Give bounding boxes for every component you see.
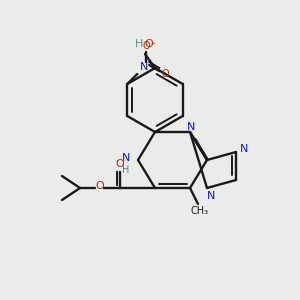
Text: ⁻: ⁻ [151, 41, 156, 51]
Text: O: O [96, 181, 104, 191]
Text: O: O [161, 69, 169, 79]
Text: N: N [207, 191, 215, 201]
Text: H: H [135, 39, 143, 49]
Text: CH₃: CH₃ [191, 206, 209, 216]
Text: N: N [187, 122, 195, 132]
Text: O: O [116, 159, 124, 169]
Text: O: O [142, 41, 150, 51]
Text: O: O [145, 39, 153, 49]
Text: N: N [240, 144, 248, 154]
Text: H: H [122, 165, 130, 175]
Text: N: N [122, 153, 130, 163]
Text: N: N [140, 62, 148, 72]
